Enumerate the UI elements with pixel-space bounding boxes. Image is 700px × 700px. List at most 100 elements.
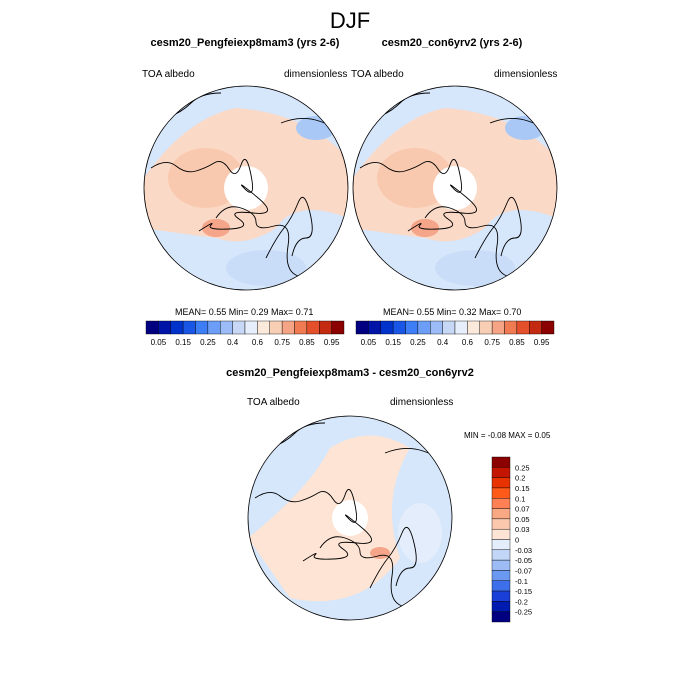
colorbar-tick-label: 0.15 [385, 338, 401, 347]
colorbar-swatch [491, 456, 511, 468]
panel-2-units-label: dimensionless [494, 69, 558, 80]
colorbar-swatch [442, 320, 456, 335]
cool-spot [505, 116, 545, 140]
colorbar-swatch [355, 320, 369, 335]
warm-spot [370, 547, 390, 559]
colorbar-tick-label: 0.2 [515, 474, 525, 483]
panel-1-stats: MEAN= 0.55 Min= 0.29 Max= 0.71 [175, 307, 314, 317]
colorbar-swatch [232, 320, 246, 335]
colorbar-swatch [380, 320, 394, 335]
colorbar-swatch [281, 320, 295, 335]
panel-2-stats: MEAN= 0.55 Min= 0.32 Max= 0.70 [383, 307, 522, 317]
colorbar-tick-label: -0.03 [515, 546, 532, 555]
colorbar-tick-label: 0.15 [175, 338, 191, 347]
map-border [247, 415, 453, 621]
diff-panel-title: cesm20_Pengfeiexp8mam3 - cesm20_con6yrv2 [226, 367, 474, 379]
colorbar-swatch [491, 549, 511, 561]
colorbar-tick-label: 0.4 [437, 338, 449, 347]
coastline [254, 488, 372, 562]
colorbar-tick-label: -0.25 [515, 608, 532, 617]
diff-stats: MIN = -0.08 MAX = 0.05 [464, 431, 551, 440]
colorbar-swatch [491, 590, 511, 602]
panel-1-variable-label: TOA albedo [142, 69, 195, 80]
colorbar-swatch [257, 320, 270, 335]
panel-2-title: cesm20_con6yrv2 (yrs 2-6) [381, 37, 523, 49]
colorbar-tick-label: 0.75 [484, 338, 500, 347]
panel-2-colorbar: 0.05 0.15 0.25 0.4 0.6 0.75 0.85 0.95 [355, 320, 555, 347]
colorbar-tick-label: 0.05 [361, 338, 377, 347]
coastline [474, 196, 522, 259]
colorbar-swatch [405, 320, 419, 335]
colorbar-swatch [491, 570, 511, 581]
colorbar-swatch [220, 320, 233, 335]
colorbar-swatch [529, 320, 542, 335]
coastline [150, 158, 268, 232]
colorbar-swatch [491, 518, 511, 530]
cool-spot [296, 116, 336, 140]
colorbar-swatch [491, 528, 511, 540]
colorbar-tick-label: 0.25 [200, 338, 216, 347]
colorbar-swatch [479, 320, 493, 335]
colorbar-tick-label: 0.4 [227, 338, 239, 347]
colorbar-tick-label: 0.85 [299, 338, 315, 347]
colorbar-swatch [491, 559, 511, 571]
colorbar-swatch [207, 320, 221, 335]
colorbar-swatch [294, 320, 308, 335]
diff-map [248, 416, 452, 620]
colorbar-tick-label: 0.25 [410, 338, 426, 347]
colorbar-tick-label: -0.07 [515, 566, 532, 575]
colorbar-swatch [454, 320, 468, 335]
neutral-patch [398, 503, 442, 563]
cool-band [226, 250, 306, 286]
colorbar-swatch [467, 320, 480, 335]
colorbar-tick-label: 0.1 [515, 494, 525, 503]
colorbar-swatch [182, 320, 196, 335]
colorbar-swatch [491, 611, 511, 623]
coastline [359, 158, 477, 232]
colorbar-tick-label: 0.05 [515, 515, 530, 524]
diff-colorbar: 0.250.20.150.10.070.050.030-0.03-0.05-0.… [491, 456, 532, 623]
colorbar-tick-label: -0.05 [515, 556, 532, 565]
colorbar-swatch [491, 601, 511, 612]
panel-2-map [353, 86, 557, 290]
colorbar-swatch [491, 487, 511, 499]
colorbar-swatch [195, 320, 209, 335]
colorbar-tick-label: 0.03 [515, 525, 530, 534]
colorbar-tick-label: 0.95 [534, 338, 550, 347]
diff-units-label: dimensionless [390, 397, 454, 408]
map-border [143, 85, 349, 291]
colorbar-tick-label: 0.6 [462, 338, 474, 347]
cool-band [435, 250, 515, 286]
colorbar-tick-label: -0.1 [515, 577, 528, 586]
panel-1-colorbar: 0.05 0.15 0.25 0.4 0.6 0.75 0.85 0.95 [145, 320, 345, 347]
colorbar-swatch [368, 320, 381, 335]
colorbar-swatch [491, 580, 511, 592]
panel-1-units-label: dimensionless [284, 69, 348, 80]
warm-region [248, 435, 410, 602]
colorbar-swatch [392, 320, 406, 335]
colorbar-tick-label: 0.15 [515, 484, 530, 493]
colorbar-swatch [516, 320, 530, 335]
map-border [352, 85, 558, 291]
figure-title: DJF [329, 8, 371, 33]
colorbar-swatch [170, 320, 184, 335]
colorbar-swatch [331, 320, 345, 335]
colorbar-swatch [491, 467, 511, 478]
colorbar-tick-label: 0 [515, 536, 519, 545]
diff-variable-label: TOA albedo [247, 397, 300, 408]
warm-spot [202, 219, 230, 237]
colorbar-swatch [244, 320, 258, 335]
colorbar-tick-label: 0.95 [324, 338, 340, 347]
colorbar-swatch [269, 320, 283, 335]
colorbar-tick-label: 0.85 [509, 338, 525, 347]
colorbar-swatch [491, 498, 511, 509]
colorbar-swatch [491, 539, 511, 551]
colorbar-swatch [504, 320, 518, 335]
colorbar-swatch [319, 320, 332, 335]
coastline [369, 526, 417, 589]
colorbar-tick-label: -0.2 [515, 597, 528, 606]
coastline [265, 196, 313, 259]
colorbar-swatch [306, 320, 320, 335]
colorbar-swatch [158, 320, 171, 335]
